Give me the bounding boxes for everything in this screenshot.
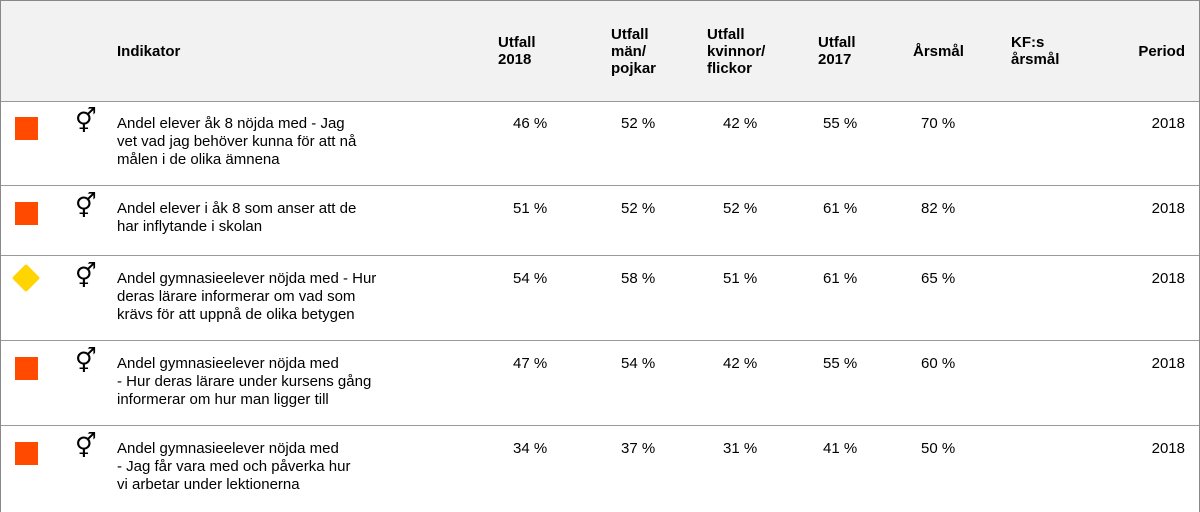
gender-icon: ⚥ <box>75 192 97 220</box>
value-cell: 42 % <box>723 355 758 372</box>
value-cell: 51 % <box>513 200 548 217</box>
column-header: Indikator <box>117 42 181 60</box>
table-row: ⚥ Andel gymnasieelever nöjda med - Hur de… <box>1 341 1199 426</box>
value-cell: 65 % <box>921 270 956 287</box>
gender-icon: ⚥ <box>75 262 97 290</box>
value-cell: 51 % <box>723 270 758 287</box>
column-header: Utfall män/ pojkar <box>611 25 657 77</box>
status-icon <box>11 263 41 293</box>
value-cell: 54 % <box>621 355 656 372</box>
value-cell: 54 % <box>513 270 548 287</box>
column-header: Period <box>1138 42 1185 60</box>
table-row: ⚥ Andel gymnasieelever nöjda med - Jag få… <box>1 426 1199 512</box>
indicator-text: Andel elever åk 8 nöjda med - Jag vet va… <box>117 115 357 168</box>
status-icon <box>15 357 38 380</box>
table-row: ⚥ Andel elever åk 8 nöjda med - Jag vet v… <box>1 101 1199 186</box>
indicator-text: Andel gymnasieelever nöjda med - Hur der… <box>117 270 377 323</box>
value-cell: 37 % <box>621 440 656 457</box>
value-cell: 2018 <box>1151 115 1185 132</box>
status-icon <box>15 442 38 465</box>
status-icon <box>15 117 38 140</box>
gender-icon: ⚥ <box>75 107 97 135</box>
value-cell: 2018 <box>1151 355 1185 372</box>
column-header: Utfall kvinnor/ flickor <box>707 25 766 77</box>
value-cell: 52 % <box>723 200 758 217</box>
value-cell: 31 % <box>723 440 758 457</box>
value-cell: 55 % <box>823 115 858 132</box>
table-row: ⚥ Andel elever i åk 8 som anser att de ha… <box>1 186 1199 256</box>
column-header: Årsmål <box>913 42 964 60</box>
gender-icon: ⚥ <box>75 347 97 375</box>
indicator-text: Andel gymnasieelever nöjda med - Jag får… <box>117 440 351 493</box>
value-cell: 34 % <box>513 440 548 457</box>
table-row: ⚥ Andel gymnasieelever nöjda med - Hur de… <box>1 256 1199 341</box>
value-cell: 2018 <box>1151 200 1185 217</box>
value-cell: 61 % <box>823 270 858 287</box>
value-cell: 50 % <box>921 440 956 457</box>
value-cell: 46 % <box>513 115 548 132</box>
value-cell: 42 % <box>723 115 758 132</box>
value-cell: 52 % <box>621 200 656 217</box>
value-cell: 61 % <box>823 200 858 217</box>
indicator-text: Andel elever i åk 8 som anser att de har… <box>117 200 357 235</box>
value-cell: 41 % <box>823 440 858 457</box>
table-header: Indikator Utfall 2018 Utfall män/ pojkar Ut… <box>1 1 1199 102</box>
column-header: Utfall 2018 <box>498 34 536 68</box>
gender-icon: ⚥ <box>75 432 97 460</box>
value-cell: 47 % <box>513 355 548 372</box>
column-header: KF:s årsmål <box>1011 34 1060 68</box>
value-cell: 2018 <box>1151 440 1185 457</box>
value-cell: 60 % <box>921 355 956 372</box>
value-cell: 82 % <box>921 200 956 217</box>
value-cell: 58 % <box>621 270 656 287</box>
indicator-text: Andel gymnasieelever nöjda med - Hur der… <box>117 355 372 408</box>
value-cell: 2018 <box>1151 270 1185 287</box>
value-cell: 55 % <box>823 355 858 372</box>
value-cell: 70 % <box>921 115 956 132</box>
column-header: Utfall 2017 <box>818 34 856 68</box>
value-cell: 52 % <box>621 115 656 132</box>
status-icon <box>15 202 38 225</box>
